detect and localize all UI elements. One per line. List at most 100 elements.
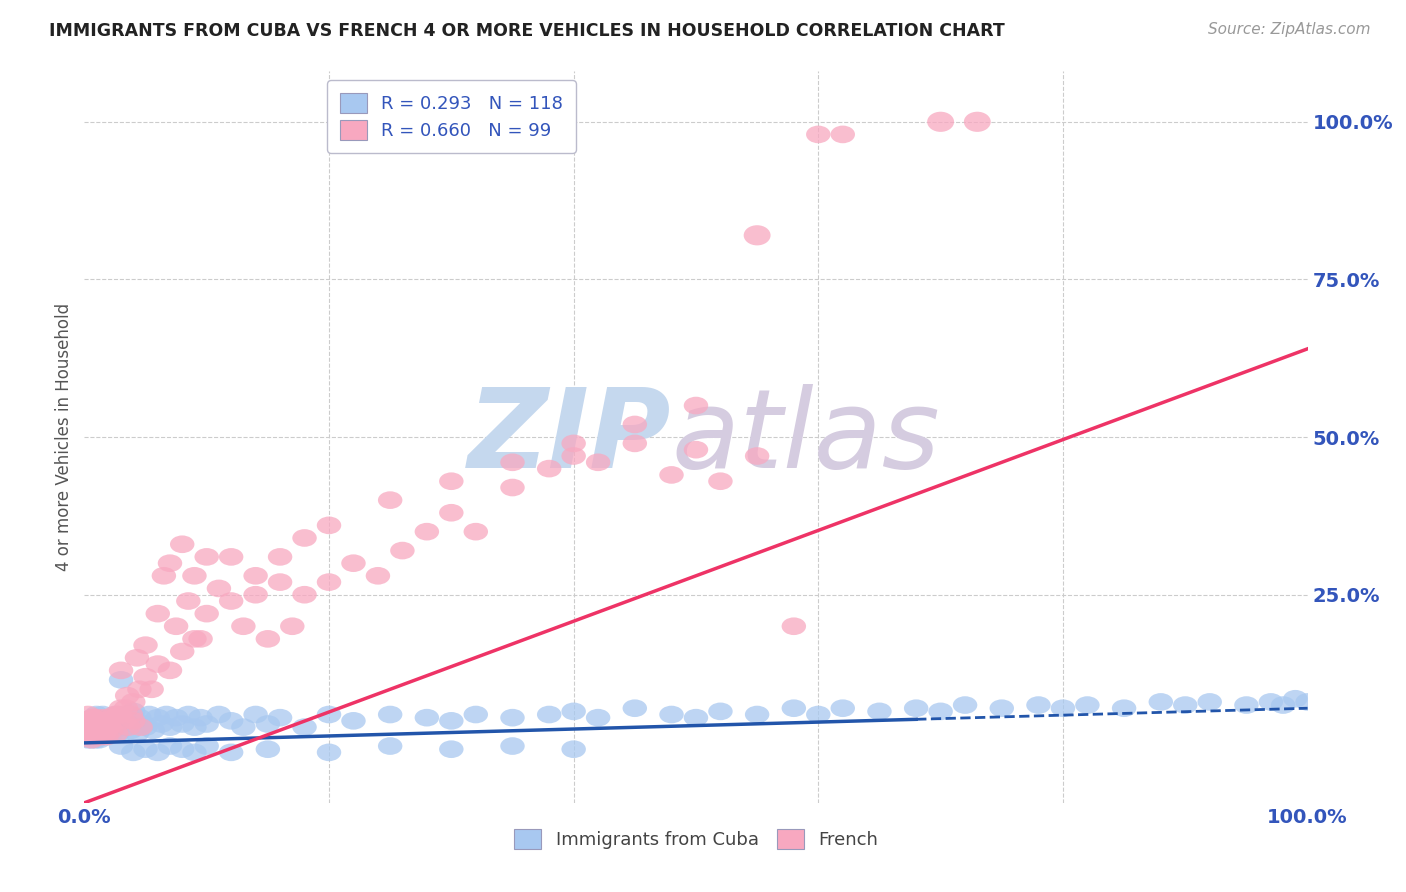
Ellipse shape [94,728,118,746]
Ellipse shape [623,416,647,434]
Ellipse shape [165,617,188,635]
Ellipse shape [90,715,115,733]
Ellipse shape [73,718,98,736]
Ellipse shape [80,715,104,733]
Ellipse shape [990,699,1014,717]
Text: ZIP: ZIP [468,384,672,491]
Y-axis label: 4 or more Vehicles in Household: 4 or more Vehicles in Household [55,303,73,571]
Ellipse shape [316,574,342,591]
Ellipse shape [100,712,125,730]
Ellipse shape [76,715,100,733]
Text: atlas: atlas [672,384,941,491]
Ellipse shape [157,554,183,572]
Ellipse shape [80,709,105,726]
Ellipse shape [91,724,117,742]
Ellipse shape [98,722,124,739]
Ellipse shape [378,491,402,509]
Ellipse shape [80,731,104,748]
Ellipse shape [219,548,243,566]
Ellipse shape [82,724,107,742]
Ellipse shape [1234,697,1258,714]
Ellipse shape [80,724,105,742]
Ellipse shape [118,706,143,723]
Ellipse shape [537,706,561,723]
Ellipse shape [623,699,647,717]
Ellipse shape [194,737,219,755]
Ellipse shape [1112,699,1136,717]
Ellipse shape [219,744,243,761]
Ellipse shape [98,709,122,726]
Ellipse shape [316,744,342,761]
Ellipse shape [806,126,831,144]
Ellipse shape [1271,697,1295,714]
Ellipse shape [104,724,128,742]
Ellipse shape [75,728,98,746]
Ellipse shape [125,649,149,666]
Ellipse shape [83,712,108,730]
Ellipse shape [84,728,108,746]
Ellipse shape [127,709,152,726]
Ellipse shape [146,709,170,726]
Ellipse shape [1295,693,1320,711]
Ellipse shape [76,706,100,723]
Ellipse shape [243,706,269,723]
Ellipse shape [269,574,292,591]
Ellipse shape [121,703,146,720]
Ellipse shape [117,706,141,723]
Ellipse shape [101,709,127,726]
Ellipse shape [103,718,127,736]
Ellipse shape [87,731,111,748]
Ellipse shape [131,715,155,733]
Ellipse shape [378,706,402,723]
Ellipse shape [1284,690,1308,707]
Ellipse shape [415,523,439,541]
Ellipse shape [207,706,231,723]
Ellipse shape [77,724,101,742]
Ellipse shape [152,567,176,584]
Ellipse shape [111,712,136,730]
Ellipse shape [927,112,955,132]
Ellipse shape [97,722,121,739]
Ellipse shape [127,681,152,698]
Ellipse shape [107,709,131,726]
Ellipse shape [586,453,610,471]
Ellipse shape [125,724,149,742]
Ellipse shape [316,706,342,723]
Ellipse shape [1026,697,1050,714]
Ellipse shape [155,706,179,723]
Ellipse shape [464,523,488,541]
Ellipse shape [86,709,110,726]
Ellipse shape [280,617,305,635]
Ellipse shape [1050,699,1076,717]
Ellipse shape [439,504,464,522]
Ellipse shape [194,715,219,733]
Ellipse shape [84,728,108,746]
Ellipse shape [134,718,157,736]
Ellipse shape [537,459,561,477]
Ellipse shape [176,592,201,610]
Ellipse shape [94,728,118,746]
Ellipse shape [121,744,146,761]
Ellipse shape [744,225,770,245]
Ellipse shape [90,706,115,723]
Text: Source: ZipAtlas.com: Source: ZipAtlas.com [1208,22,1371,37]
Ellipse shape [75,728,98,746]
Ellipse shape [157,718,183,736]
Ellipse shape [136,706,162,723]
Ellipse shape [292,718,316,736]
Ellipse shape [659,467,683,483]
Ellipse shape [97,718,121,736]
Ellipse shape [806,706,831,723]
Ellipse shape [183,744,207,761]
Ellipse shape [87,724,111,742]
Ellipse shape [111,712,136,730]
Ellipse shape [391,541,415,559]
Ellipse shape [117,718,141,736]
Ellipse shape [82,728,107,746]
Ellipse shape [183,718,207,736]
Ellipse shape [114,718,138,736]
Ellipse shape [86,715,110,733]
Ellipse shape [149,715,174,733]
Ellipse shape [77,712,101,730]
Ellipse shape [146,744,170,761]
